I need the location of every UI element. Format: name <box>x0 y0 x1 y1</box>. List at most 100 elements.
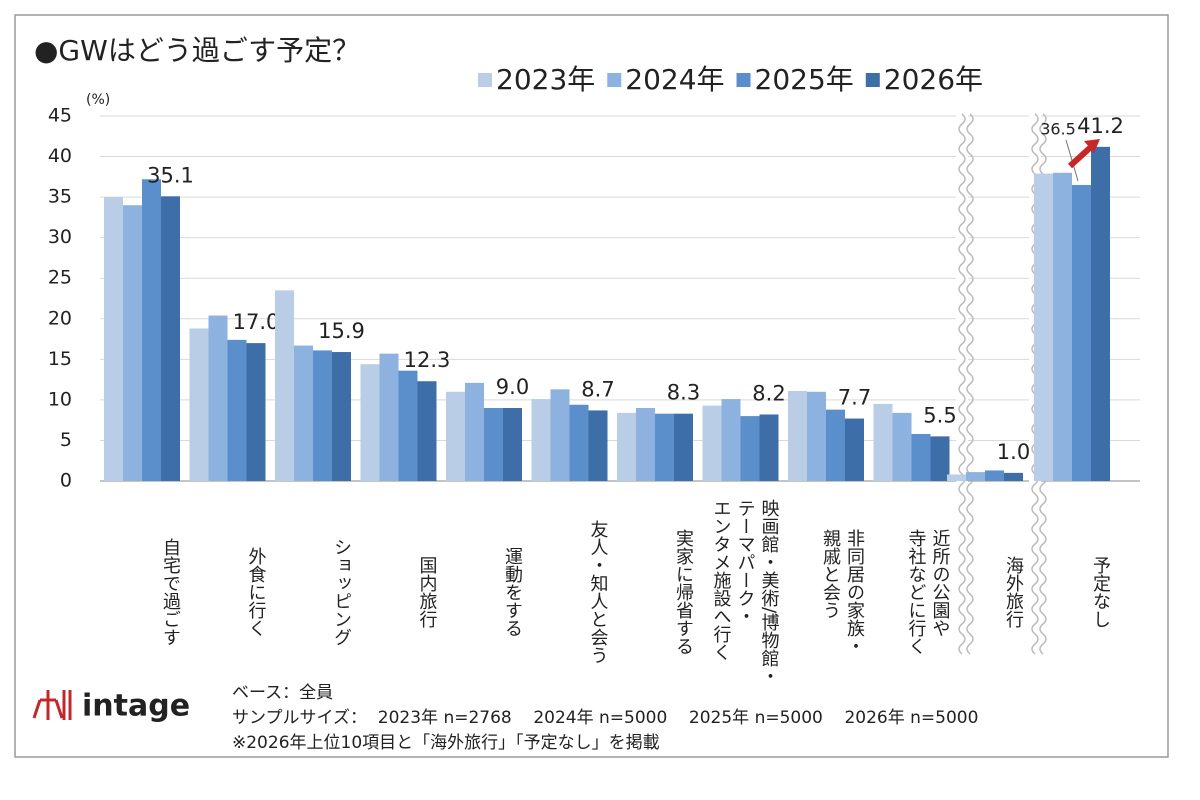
trend-arrow-head <box>1084 139 1100 153</box>
y-tick-label: 5 <box>60 429 72 451</box>
data-label: 12.3 <box>404 348 451 372</box>
bar <box>721 399 741 481</box>
bar <box>892 412 912 481</box>
x-tick-label: 実家に帰省する <box>673 529 694 655</box>
x-tick-label: 映画館・美術/博物館・ テーマパーク・ エンタメ施設へ行く <box>710 498 780 686</box>
data-label: 1.0 <box>997 440 1030 464</box>
bar <box>275 290 294 481</box>
data-label: 15.9 <box>318 319 365 343</box>
bar <box>617 412 636 481</box>
data-label: 5.5 <box>923 403 956 427</box>
y-tick-label: 40 <box>48 145 72 167</box>
footnote: ※2026年上位10項目と「海外旅行」「予定なし」を掲載 <box>232 733 660 753</box>
bar <box>826 409 845 481</box>
chart-title: ●GWはどう過ごす予定？ <box>34 34 360 67</box>
footnote: ベース：全員 <box>232 683 334 703</box>
bar <box>985 470 1004 481</box>
data-label: 8.2 <box>752 381 785 405</box>
bar <box>123 205 142 481</box>
logo-text: intage <box>82 689 190 724</box>
bar <box>360 364 380 481</box>
bar <box>966 472 985 481</box>
bar <box>417 381 437 481</box>
x-tick-label: 海外旅行 <box>1003 556 1024 628</box>
data-label: 8.3 <box>667 381 700 405</box>
x-tick-label: 近所の公園や 寺社などに行く <box>905 529 951 655</box>
legend-label: 2024年 <box>625 63 724 96</box>
logo: intage <box>32 689 190 724</box>
y-tick-label: 20 <box>48 307 72 329</box>
frame <box>14 14 1169 758</box>
legend-label: 2026年 <box>884 63 983 96</box>
x-tick-label: 国内旅行 <box>416 556 438 628</box>
bar <box>161 196 180 482</box>
bar <box>550 389 570 481</box>
data-label: 9.0 <box>496 375 529 399</box>
x-tick-label: 非同居の家族・ 親戚と会う <box>820 529 865 655</box>
bar <box>484 408 503 481</box>
y-tick-label: 15 <box>48 348 72 370</box>
data-label: 36.5 <box>1040 119 1076 138</box>
bar <box>655 413 674 481</box>
y-tick-label: 35 <box>48 186 72 208</box>
x-tick-label: 予定なし <box>1090 556 1111 628</box>
bar <box>379 353 399 481</box>
bar <box>1053 172 1072 481</box>
y-unit: (%) <box>86 92 110 108</box>
legend-swatch <box>478 73 492 87</box>
bar <box>807 391 826 481</box>
bar <box>446 391 465 481</box>
bar <box>930 436 950 481</box>
bar <box>947 474 966 481</box>
bar <box>873 403 893 481</box>
x-tick-label: ショッピング <box>331 538 352 646</box>
data-label: 17.0 <box>233 310 280 334</box>
footnote: サンプルサイズ： 2023年 n=2768 2024年 n=5000 2025年… <box>232 708 979 728</box>
bar <box>788 390 807 481</box>
data-label: 8.7 <box>581 377 614 401</box>
data-label: 41.2 <box>1077 114 1124 138</box>
bar <box>503 408 522 481</box>
legend-label: 2025年 <box>755 63 854 96</box>
bar <box>911 433 931 481</box>
bar <box>332 352 351 481</box>
bar <box>208 315 228 481</box>
bar <box>740 416 760 481</box>
bar <box>702 405 722 481</box>
legend-label: 2023年 <box>496 63 595 96</box>
legend-swatch <box>736 73 751 87</box>
break-line <box>958 113 966 655</box>
y-tick-label: 30 <box>48 226 72 248</box>
bar <box>294 345 313 481</box>
bar <box>1004 472 1023 481</box>
y-tick-label: 10 <box>48 388 72 410</box>
bar <box>465 382 484 481</box>
legend-swatch <box>607 73 622 87</box>
y-tick-label: 45 <box>48 105 72 127</box>
bar <box>845 418 864 481</box>
bar <box>398 370 418 481</box>
bar <box>1034 173 1053 482</box>
logo-mark <box>32 690 72 720</box>
bar <box>569 404 589 481</box>
x-tick-label: 運動をする <box>502 547 523 637</box>
bar <box>189 328 209 481</box>
y-tick-label: 0 <box>60 470 72 492</box>
x-tick-label: 自宅で過ごす <box>160 538 181 646</box>
y-tick-label: 25 <box>48 267 72 289</box>
bar <box>142 179 161 481</box>
bar <box>531 399 551 481</box>
bar <box>759 414 779 481</box>
bar <box>104 197 123 481</box>
bar <box>246 343 266 481</box>
bar <box>588 410 608 481</box>
x-tick-label: 友人・知人と会う <box>587 520 609 664</box>
bar <box>1091 146 1110 482</box>
bar <box>1072 184 1091 481</box>
data-label: 35.1 <box>147 163 194 187</box>
break-line <box>966 113 974 655</box>
legend-swatch <box>865 73 880 87</box>
data-label: 7.7 <box>838 386 871 410</box>
